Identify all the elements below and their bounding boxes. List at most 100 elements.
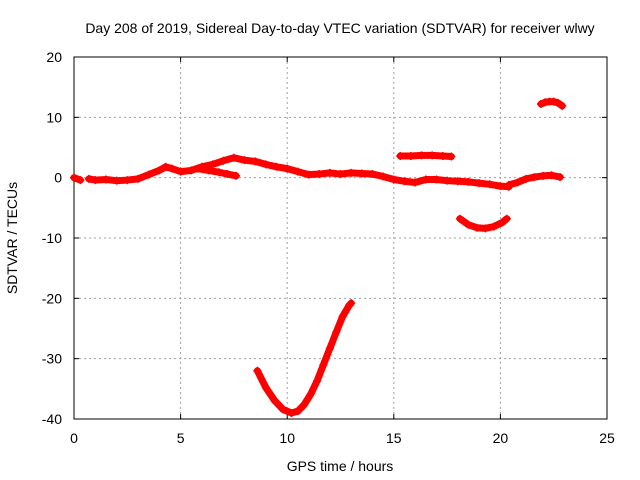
y-tick-label: 20 xyxy=(46,49,62,65)
data-point xyxy=(558,101,567,110)
y-axis-label: SDTVAR / TECUs xyxy=(4,182,20,294)
data-point xyxy=(481,224,490,233)
data-point xyxy=(319,360,328,369)
data-point xyxy=(549,97,558,106)
series-track-5 xyxy=(455,214,511,233)
data-point xyxy=(123,176,132,185)
data-point xyxy=(133,174,142,183)
y-tick-label: 10 xyxy=(46,109,62,125)
series-track-7 xyxy=(536,97,567,110)
data-point xyxy=(368,170,377,179)
data-point xyxy=(155,166,164,175)
data-point xyxy=(496,182,505,191)
data-point xyxy=(485,180,494,189)
series-track-1 xyxy=(70,173,85,185)
data-point xyxy=(293,407,302,416)
data-point xyxy=(547,171,556,180)
data-point xyxy=(396,151,405,160)
data-point xyxy=(219,156,228,165)
data-point xyxy=(472,223,481,232)
data-series xyxy=(70,97,567,417)
data-point xyxy=(101,175,110,184)
data-point xyxy=(223,170,232,179)
data-point xyxy=(304,170,313,179)
x-tick-label: 20 xyxy=(493,430,509,446)
data-point xyxy=(475,179,484,188)
data-point xyxy=(293,167,302,176)
data-point xyxy=(432,175,441,184)
data-point xyxy=(84,174,93,183)
data-point xyxy=(400,177,409,186)
data-point xyxy=(530,173,539,182)
data-point xyxy=(214,168,223,177)
series-track-4 xyxy=(396,151,456,161)
data-point xyxy=(272,162,281,171)
data-point xyxy=(464,220,473,229)
data-point xyxy=(338,312,347,321)
data-point xyxy=(70,173,78,182)
data-point xyxy=(261,383,270,392)
data-point xyxy=(193,164,202,173)
data-point xyxy=(357,169,366,178)
y-tick-label: 0 xyxy=(54,170,62,186)
data-point xyxy=(443,176,452,185)
data-point xyxy=(112,176,121,185)
data-point xyxy=(332,328,341,337)
x-tick-label: 10 xyxy=(279,430,295,446)
data-point xyxy=(253,366,262,375)
data-point xyxy=(417,151,426,160)
data-point xyxy=(379,172,388,181)
data-point xyxy=(229,153,238,162)
data-point xyxy=(411,178,420,187)
data-point xyxy=(278,405,287,414)
x-tick-label: 5 xyxy=(177,430,185,446)
series-track-3 xyxy=(193,164,241,180)
data-point xyxy=(208,160,217,169)
series-track-8 xyxy=(253,299,356,417)
data-point xyxy=(347,299,356,308)
data-point xyxy=(270,396,279,405)
data-point xyxy=(336,170,345,179)
data-point xyxy=(315,170,324,179)
data-point xyxy=(168,164,177,173)
data-point xyxy=(504,180,513,189)
data-point xyxy=(283,164,292,173)
data-point xyxy=(498,218,507,227)
data-point xyxy=(325,168,334,177)
x-tick-label: 15 xyxy=(386,430,402,446)
data-point xyxy=(300,400,309,409)
data-point xyxy=(287,408,296,417)
data-point xyxy=(421,175,430,184)
data-point xyxy=(513,178,522,187)
data-point xyxy=(261,160,270,169)
data-point xyxy=(438,151,447,160)
data-point xyxy=(539,171,548,180)
data-point xyxy=(428,151,437,160)
data-point xyxy=(556,173,565,182)
data-point xyxy=(161,162,170,171)
data-point xyxy=(176,167,185,176)
data-point xyxy=(240,156,249,165)
data-point xyxy=(490,222,499,231)
x-tick-label: 25 xyxy=(599,430,615,446)
axis-ticks: 0 5 10 15 20 25 -40 -30 -20 -10 0 10 20 xyxy=(42,49,615,446)
y-tick-label: -20 xyxy=(42,290,62,306)
data-point xyxy=(313,376,322,385)
y-tick-label: -30 xyxy=(42,351,62,367)
data-point xyxy=(553,98,562,107)
data-point xyxy=(91,176,100,185)
data-point xyxy=(453,177,462,186)
data-point xyxy=(251,157,260,166)
data-point xyxy=(204,166,213,175)
data-point xyxy=(144,170,153,179)
x-tick-label: 0 xyxy=(70,430,78,446)
data-point xyxy=(447,152,456,161)
data-point xyxy=(76,176,85,185)
y-tick-label: -40 xyxy=(42,411,62,427)
chart-title: Day 208 of 2019, Sidereal Day-to-day VTE… xyxy=(85,20,594,36)
data-point xyxy=(455,214,464,223)
data-point xyxy=(232,171,241,180)
x-axis-label: GPS time / hours xyxy=(287,458,394,474)
